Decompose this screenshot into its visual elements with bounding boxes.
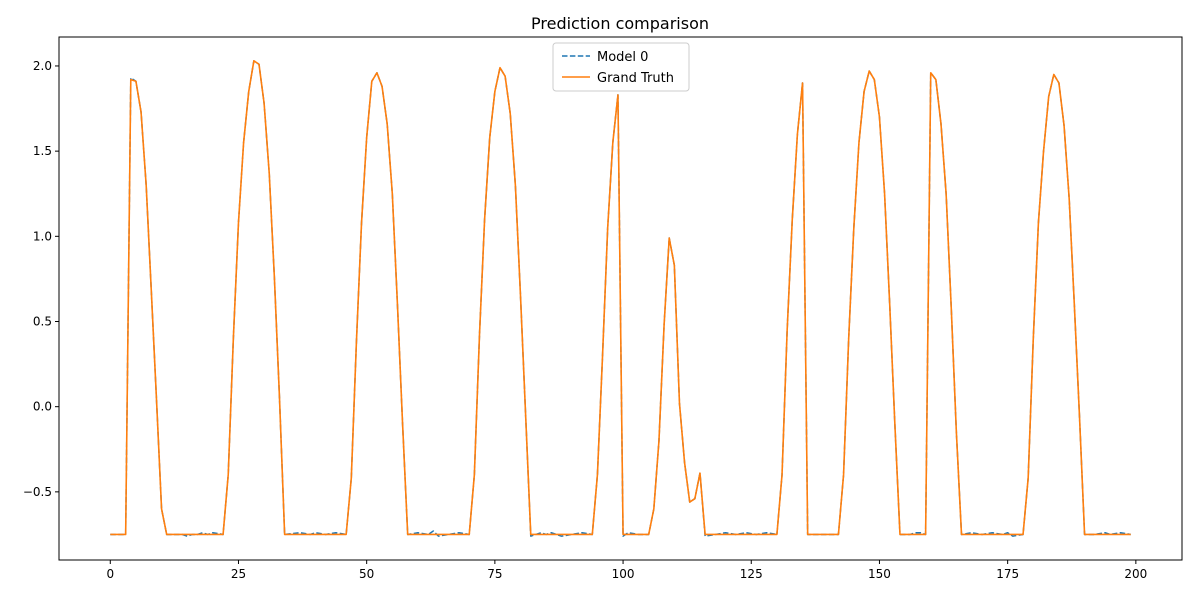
x-tick-label: 0: [106, 567, 114, 581]
y-tick-label: 1.5: [33, 144, 52, 158]
x-tick-label: 125: [740, 567, 763, 581]
legend-label-1: Grand Truth: [597, 71, 674, 86]
y-tick-label: 0.5: [33, 314, 52, 328]
x-tick-label: 200: [1124, 567, 1147, 581]
plot-area: [110, 60, 1131, 537]
x-tick-label: 175: [996, 567, 1019, 581]
plot-frame: [58, 36, 1183, 561]
y-tick-label: 0.0: [33, 400, 52, 414]
series-line-1: [110, 60, 1131, 536]
axes: 0 25 50 75 100 125 150 175 200 −0.5 0.0 0.5 1.0 1.5 2.…: [23, 36, 1183, 581]
x-tick-label: 50: [359, 567, 374, 581]
x-tick-label: 25: [231, 567, 246, 581]
y-tick-label: 2.0: [33, 59, 52, 73]
y-tick-label: −0.5: [23, 485, 52, 499]
x-tick-label: 100: [612, 567, 635, 581]
x-tick-label: 150: [868, 567, 891, 581]
legend-label-0: Model 0: [597, 50, 648, 65]
legend-box: [552, 42, 690, 92]
chart-title: Prediction comparison: [531, 14, 709, 33]
y-tick-label: 1.0: [33, 229, 52, 243]
legend: Model 0 Grand Truth: [552, 42, 690, 92]
x-tick-label: 75: [487, 567, 502, 581]
